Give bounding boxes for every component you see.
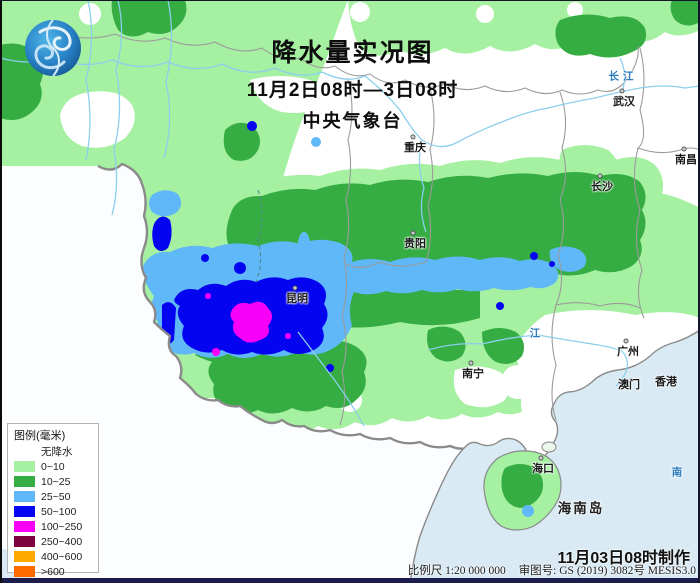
legend-color-swatch [14,506,35,517]
foreign-territory [0,164,468,583]
region-label: 海南岛 [557,501,605,516]
river-label: 江 [529,327,545,340]
city-marker-dot [292,285,298,291]
city-marker-dot [410,230,416,236]
bottom-frame-bar [0,578,700,583]
rivers [0,0,700,427]
legend-swatch-empty [14,446,35,457]
map-agency: 中央气象台 [302,110,403,131]
legend-range-label: 25~50 [41,490,71,503]
national-border [97,162,467,450]
legend-color-swatch [14,536,35,547]
city-marker-dot [597,173,603,179]
cma-logo [25,19,81,77]
legend-color-swatch [14,461,35,472]
river-label: 长江 [608,70,638,83]
legend-box: 图例(毫米) 无降水 0~10 10~25 25~50 50~100 100~250 25… [7,423,99,578]
legend-range-label: 250~400 [41,535,83,548]
city-marker-dot [468,360,474,366]
legend-row-no-rain: 无降水 [14,444,98,459]
legend-row: 50~100 [14,504,98,519]
precip-100-250-layer [205,293,291,356]
city-marker-dot [623,338,629,344]
river-label: 南 [671,466,687,479]
city-label: 重庆 [404,142,426,154]
legend-color-swatch [14,521,35,532]
city-marker-dot [619,88,625,94]
legend-row: 25~50 [14,489,98,504]
map-title: 降水量实况图 [271,39,434,67]
city-label: 贵阳 [404,238,426,250]
city-label: 海口 [532,463,554,475]
legend-row: 400~600 [14,549,98,564]
legend-row: 250~400 [14,534,98,549]
city-label: 长沙 [591,181,613,193]
province-borders [59,33,700,426]
legend-no-rain-label: 无降水 [41,446,73,458]
city-label: 南昌 [675,154,697,166]
city-label: 广州 [617,346,639,358]
city-label: 昆明 [286,293,308,305]
approval-number: 审图号: GS (2019) 3082号 MESIS3.0 [518,565,696,577]
legend-color-swatch [14,566,35,577]
city-label: 南宁 [462,368,484,380]
legend-range-label: 10~25 [41,475,71,488]
legend-range-label: 400~600 [41,550,83,563]
legend-range-label: >600 [41,565,65,578]
legend-color-swatch [14,476,35,487]
legend-range-label: 100~250 [41,520,83,533]
legend-color-swatch [14,491,35,502]
city-marker-dot [681,146,687,152]
legend-range-label: 50~100 [41,505,77,518]
legend-row: >600 [14,564,98,579]
city-label: 香港 [655,376,677,388]
legend-rows: 0~10 10~25 25~50 50~100 100~250 250~400 400~60… [14,459,98,579]
scale-text: 比例尺 1:20 000 000 [407,565,506,577]
legend-header: 图例(毫米) [14,430,66,442]
legend-color-swatch [14,551,35,562]
production-time: 11月03日08时制作 [557,550,690,567]
dashed-border [255,189,263,283]
scale-and-approval: 比例尺 1:20 000 000 审图号: GS (2019) 3082号 ME… [398,562,696,578]
city-marker-dot [410,134,416,140]
legend-row: 100~250 [14,519,98,534]
title-block: 降水量实况图 11月2日08时—3日08时 中央气象台 [180,39,525,133]
legend-range-label: 0~10 [41,460,65,473]
city-label: 澳门 [618,379,640,391]
city-label: 武汉 [613,96,635,108]
legend-row: 0~10 [14,459,98,474]
city-marker-dot [538,455,544,461]
legend-row: 10~25 [14,474,98,489]
map-period: 11月2日08时—3日08时 [246,79,459,101]
hainan-island [483,441,562,531]
